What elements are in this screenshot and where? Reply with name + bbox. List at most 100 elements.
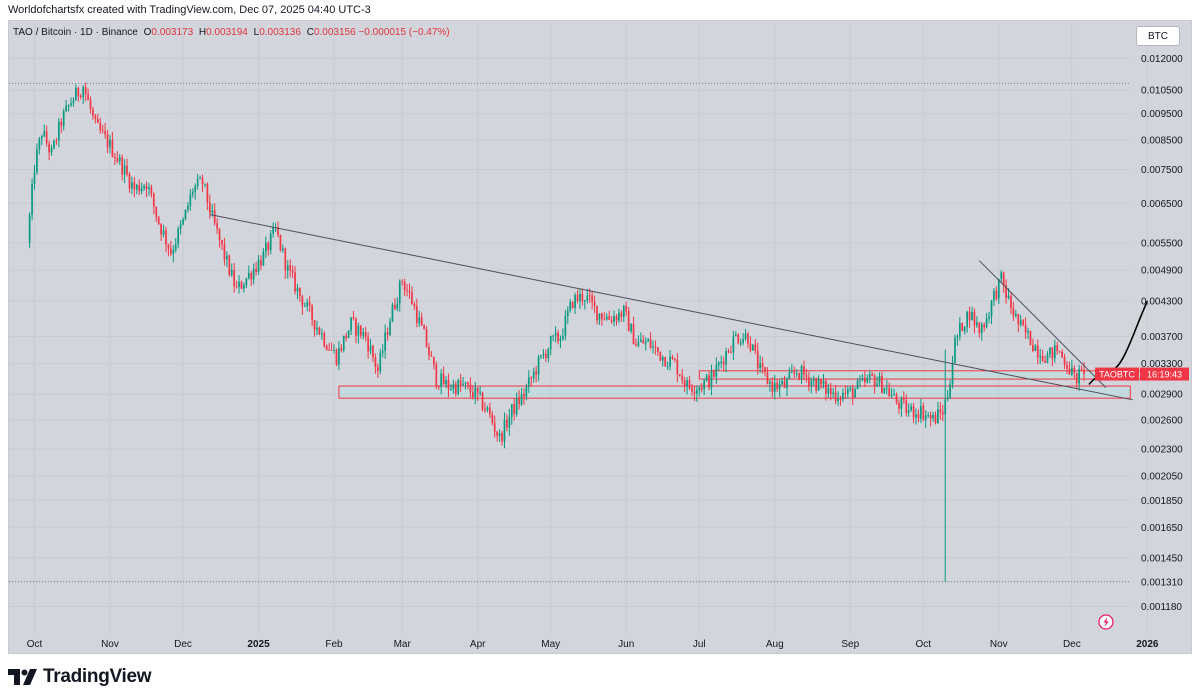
candle-body xyxy=(871,374,874,376)
candle-body xyxy=(355,319,357,336)
candle-body xyxy=(96,119,99,124)
candle-body xyxy=(413,304,416,307)
candle-body xyxy=(1007,295,1010,299)
candle-body xyxy=(695,390,698,394)
candle-body xyxy=(476,387,479,394)
candle-body xyxy=(873,375,876,387)
candle-body xyxy=(708,375,710,388)
candle-body xyxy=(859,380,861,382)
candle-body xyxy=(900,398,903,409)
candle-body xyxy=(625,305,628,312)
candle-body xyxy=(423,325,425,330)
candle-body xyxy=(790,371,793,373)
candle-body xyxy=(605,316,608,320)
candle-body xyxy=(57,121,60,141)
candle-body xyxy=(730,352,732,353)
candle-body xyxy=(659,351,662,361)
candle-body xyxy=(131,182,133,189)
candle-body xyxy=(299,287,301,297)
candle-body xyxy=(235,286,238,288)
candle-body xyxy=(834,392,837,402)
tradingview-logo[interactable]: TradingView xyxy=(8,666,152,688)
candle-body xyxy=(557,332,559,342)
candle-body xyxy=(1010,295,1012,309)
candle-body xyxy=(917,414,920,419)
candle-body xyxy=(172,249,175,254)
candle-body xyxy=(586,295,589,301)
flash-icon[interactable] xyxy=(1098,614,1114,630)
candle-body xyxy=(189,194,192,206)
candle-body xyxy=(1068,368,1071,375)
candle-body xyxy=(890,395,893,397)
candle-body xyxy=(1029,331,1032,346)
candle-body xyxy=(70,103,72,106)
brand-name: TradingView xyxy=(43,666,152,687)
candle-body xyxy=(788,372,791,379)
candle-body xyxy=(705,375,708,381)
high-value: 0.003194 xyxy=(206,27,248,38)
candle-body xyxy=(764,367,766,373)
candle-body xyxy=(922,405,925,420)
candle-body xyxy=(126,165,128,175)
y-tick-label: 0.010500 xyxy=(1141,86,1183,97)
candle-body xyxy=(652,346,654,348)
candle-body xyxy=(1053,345,1056,359)
y-tick-label: 0.002050 xyxy=(1141,472,1183,483)
candle-body xyxy=(920,405,922,419)
candle-body xyxy=(140,188,143,192)
candle-body xyxy=(428,346,430,356)
candle-body xyxy=(518,397,520,405)
low-value: 0.003136 xyxy=(259,27,301,38)
candle-body xyxy=(33,171,36,184)
candle-body xyxy=(338,347,340,365)
x-tick-label: Dec xyxy=(1063,639,1081,650)
candle-body xyxy=(661,356,664,361)
candle-body xyxy=(888,387,891,397)
candle-body xyxy=(501,433,503,442)
candle-body xyxy=(601,313,603,320)
candle-body xyxy=(552,335,555,337)
candle-body xyxy=(138,184,141,192)
chart-panel[interactable]: TAO / Bitcoin · 1D · Binance O0.003173 H… xyxy=(8,20,1192,654)
candle-body xyxy=(38,138,41,150)
candle-body xyxy=(915,414,917,418)
candle-body xyxy=(284,248,287,271)
candle-body xyxy=(978,322,981,334)
candle-body xyxy=(1041,356,1044,361)
candle-body xyxy=(559,338,562,342)
currency-button[interactable]: BTC xyxy=(1136,26,1180,46)
candle-body xyxy=(549,336,552,350)
candle-body xyxy=(542,353,545,356)
candle-body xyxy=(737,334,740,343)
candle-body xyxy=(437,386,440,388)
candle-body xyxy=(1078,369,1081,384)
candle-body xyxy=(165,230,167,245)
candle-body xyxy=(637,341,640,346)
candle-body xyxy=(937,409,939,424)
candle-body xyxy=(204,183,206,185)
candle-body xyxy=(401,281,404,282)
zones-layer xyxy=(338,370,1175,399)
candle-body xyxy=(28,214,31,243)
candle-body xyxy=(330,349,333,351)
y-tick-label: 0.002300 xyxy=(1141,444,1183,455)
y-tick-label: 0.001650 xyxy=(1141,523,1183,534)
time-axis[interactable]: Oct Nov Dec 2025 Feb Mar Apr May Jun Jul Aug Sep Oct… xyxy=(27,639,1192,650)
price-axis[interactable]: 0.012000 0.010500 0.009500 0.008500 0.007500… xyxy=(1141,54,1183,613)
candle-body xyxy=(776,382,779,389)
candle-body xyxy=(944,399,947,415)
price-chart[interactable]: 0.012000 0.010500 0.009500 0.008500 0.007500… xyxy=(9,21,1192,654)
x-tick-label: May xyxy=(541,639,560,650)
candle-body xyxy=(639,339,642,342)
candle-body xyxy=(980,324,983,334)
candle-body xyxy=(391,304,394,322)
candle-body xyxy=(238,281,240,287)
candle-body xyxy=(1012,308,1015,316)
candle-body xyxy=(486,407,489,411)
candle-body xyxy=(963,327,966,331)
candle-body xyxy=(109,139,111,148)
candle-body xyxy=(279,234,282,251)
candle-body xyxy=(435,364,438,387)
candle-body xyxy=(118,157,121,162)
candle-body xyxy=(547,349,550,359)
